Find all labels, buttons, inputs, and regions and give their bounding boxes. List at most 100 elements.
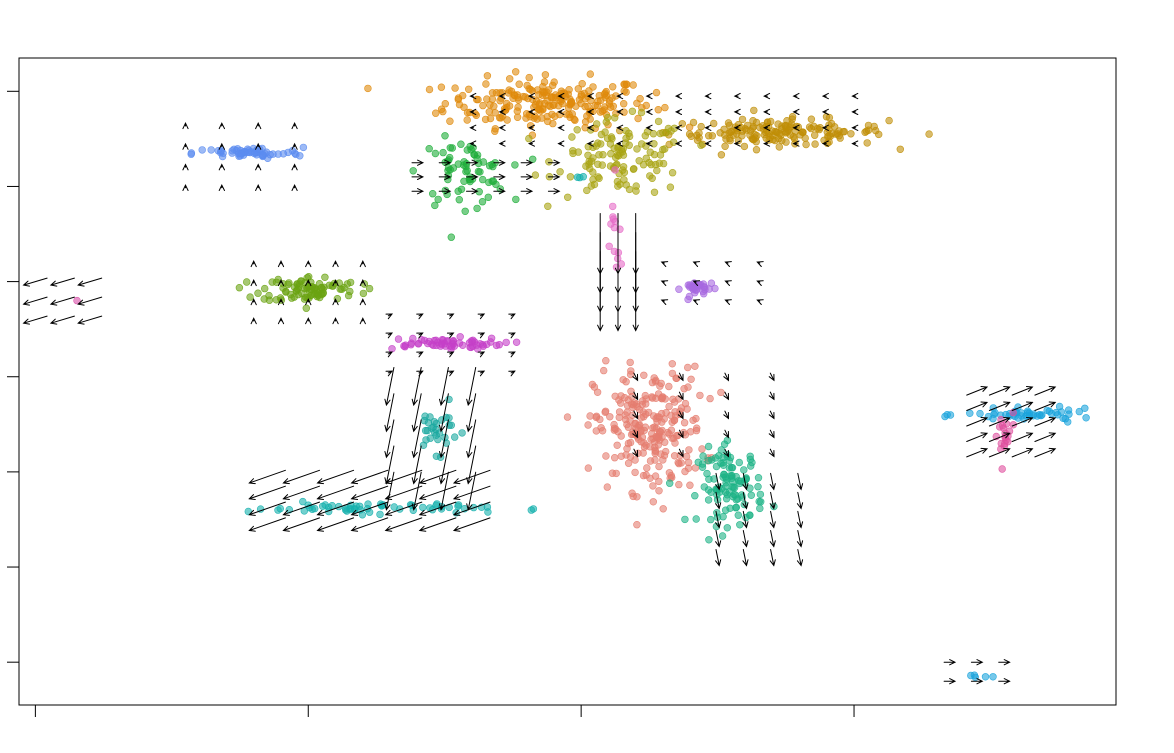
cell-point-c1 xyxy=(549,119,557,128)
cell-point-c8 xyxy=(652,376,660,385)
cell-point-c3 xyxy=(653,166,661,175)
cell-point-c2 xyxy=(722,135,730,143)
velocity-arrow-f11 xyxy=(250,298,257,306)
velocity-arrow-f12 xyxy=(416,351,424,358)
velocity-arrow-f3 xyxy=(439,445,449,485)
velocity-arrow-f3 xyxy=(439,419,449,459)
cell-point-c8 xyxy=(680,419,689,427)
cell-point-c8 xyxy=(603,483,611,491)
cell-point-c1 xyxy=(486,114,495,123)
velocity-arrow-f14 xyxy=(724,299,732,305)
velocity-arrow-f7 xyxy=(1034,432,1057,442)
cell-point-c11 xyxy=(376,510,384,519)
velocity-arrow-f13 xyxy=(763,140,771,147)
cell-point-c13 xyxy=(1047,409,1056,418)
velocity-arrow-f10 xyxy=(291,122,298,130)
cell-point-c3 xyxy=(589,175,597,184)
velocity-arrow-f13 xyxy=(821,140,829,147)
cell-point-c2 xyxy=(753,132,761,140)
cell-point-c1 xyxy=(364,84,372,93)
cell-point-c1 xyxy=(540,89,548,97)
cell-point-c7 xyxy=(449,339,457,347)
velocity-arrow-f11 xyxy=(305,298,312,306)
cell-point-c1 xyxy=(551,91,560,99)
velocity-arrow-f13 xyxy=(469,92,477,100)
cell-point-c4 xyxy=(439,148,447,157)
cell-point-c13 xyxy=(966,409,974,417)
cell-point-c3 xyxy=(622,134,630,143)
velocity-arrow-f10 xyxy=(218,163,225,171)
cell-point-c2 xyxy=(815,125,823,134)
cell-point-c1 xyxy=(474,95,482,104)
cell-point-c11 xyxy=(343,507,351,515)
cell-point-c3 xyxy=(625,141,633,149)
velocity-arrow-f5 xyxy=(768,429,775,439)
velocity-arrow-f6 xyxy=(796,510,804,529)
velocity-arrow-f6 xyxy=(796,472,804,491)
velocity-arrow-f1 xyxy=(438,188,452,195)
cell-point-c8 xyxy=(635,406,644,414)
cell-point-c4 xyxy=(429,190,437,198)
velocity-arrow-f8 xyxy=(77,296,103,306)
velocity-arrow-f11 xyxy=(305,279,312,287)
cell-point-c3 xyxy=(573,126,581,134)
velocity-arrow-f5 xyxy=(632,410,639,420)
cell-point-c6 xyxy=(235,284,244,292)
cell-point-c8 xyxy=(601,407,610,415)
cell-point-c5 xyxy=(198,146,206,154)
cell-point-c9 xyxy=(700,483,708,491)
cell-point-c3 xyxy=(614,144,622,152)
velocity-arrow-f13 xyxy=(704,108,712,115)
cell-point-c8 xyxy=(655,462,663,471)
velocity-arrow-f11 xyxy=(277,317,285,325)
velocity-arrow-f11 xyxy=(277,279,285,287)
cell-point-c1 xyxy=(555,96,563,105)
velocity-arrow-f6 xyxy=(715,549,722,567)
cell-point-c1 xyxy=(536,99,544,107)
velocity-arrow-f12 xyxy=(477,332,486,339)
velocity-arrow-f4 xyxy=(418,485,457,500)
cell-point-c1 xyxy=(567,97,576,106)
cell-point-c4 xyxy=(473,204,481,213)
cell-point-c3 xyxy=(618,166,627,174)
cell-point-c2 xyxy=(775,143,783,151)
cell-point-c9 xyxy=(722,479,730,487)
velocity-arrow-f13 xyxy=(616,92,624,100)
cell-point-c8 xyxy=(706,394,714,403)
cell-point-c2 xyxy=(811,140,819,148)
cell-point-c8 xyxy=(655,477,663,486)
cell-point-c5 xyxy=(274,150,282,158)
cell-point-c13 xyxy=(989,415,997,423)
cell-point-c13 xyxy=(943,411,951,419)
cell-point-c4 xyxy=(447,233,455,241)
velocity-arrow-f5 xyxy=(677,429,684,439)
cell-point-c9 xyxy=(756,504,764,513)
velocity-arrow-f3 xyxy=(411,367,422,407)
cell-point-c5 xyxy=(266,151,274,159)
cell-point-c3 xyxy=(654,117,663,126)
cell-point-c1 xyxy=(629,81,637,89)
cell-point-c8 xyxy=(680,385,688,393)
cell-point-c8 xyxy=(586,412,594,420)
cell-point-c8 xyxy=(717,388,725,397)
velocity-arrow-f11 xyxy=(332,279,339,287)
velocity-arrow-f3 xyxy=(466,419,477,459)
velocity-arrow-f4 xyxy=(452,469,491,485)
cell-point-c4 xyxy=(489,162,497,171)
cell-point-c2 xyxy=(925,130,933,138)
velocity-arrow-f13 xyxy=(469,124,477,131)
cell-point-c2 xyxy=(826,132,835,140)
cell-point-c3 xyxy=(613,177,622,186)
velocity-arrow-f7 xyxy=(1034,386,1057,396)
velocity-arrow-f12 xyxy=(508,332,516,339)
cell-point-c3 xyxy=(633,145,641,153)
velocity-arrow-f13 xyxy=(792,140,800,147)
velocity-arrow-f6 xyxy=(796,491,804,510)
cell-point-c4 xyxy=(457,185,466,194)
velocity-arrow-f1 xyxy=(438,173,452,180)
cell-point-c7 xyxy=(492,341,501,350)
cell-point-c2 xyxy=(862,127,871,135)
cell-point-c3 xyxy=(659,159,668,168)
cell-point-c5 xyxy=(207,146,215,154)
cell-point-c1 xyxy=(465,85,473,94)
